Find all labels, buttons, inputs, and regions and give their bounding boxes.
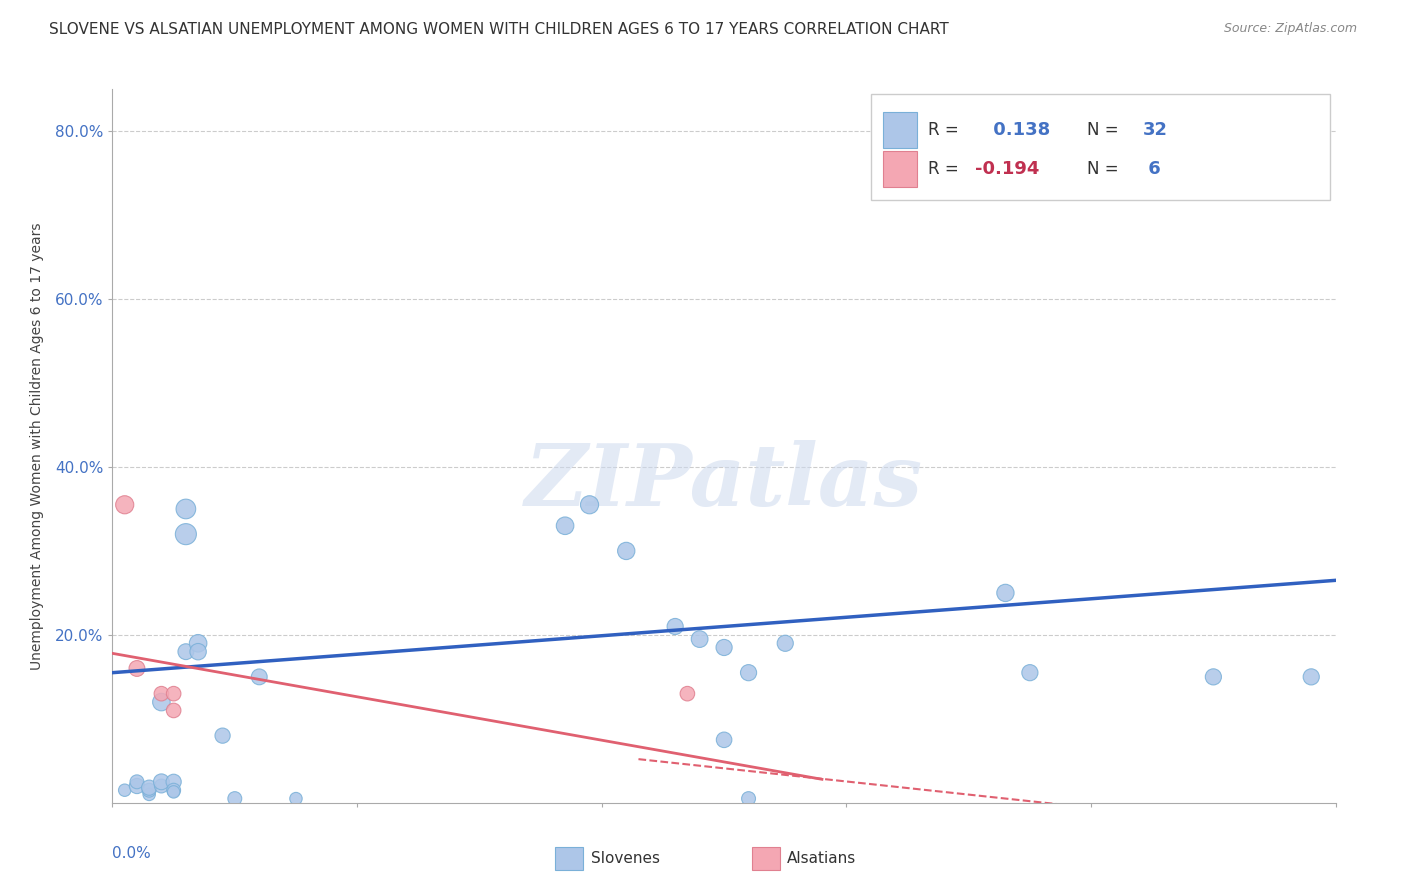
Point bbox=[1202, 670, 1225, 684]
Point bbox=[247, 670, 270, 684]
Text: 32: 32 bbox=[1143, 121, 1167, 139]
Text: 6: 6 bbox=[1143, 161, 1161, 178]
Text: Source: ZipAtlas.com: Source: ZipAtlas.com bbox=[1223, 22, 1357, 36]
Point bbox=[713, 732, 735, 747]
Point bbox=[187, 636, 209, 650]
Point bbox=[150, 774, 173, 789]
Point bbox=[163, 687, 186, 701]
Point bbox=[138, 783, 160, 797]
Point bbox=[114, 783, 136, 797]
Text: R =: R = bbox=[928, 161, 959, 178]
FancyBboxPatch shape bbox=[883, 152, 917, 187]
Point bbox=[211, 729, 233, 743]
Point bbox=[676, 687, 699, 701]
Point bbox=[163, 785, 186, 799]
Point bbox=[1018, 665, 1040, 680]
Text: R =: R = bbox=[928, 121, 959, 139]
Point bbox=[737, 665, 759, 680]
Point bbox=[138, 780, 160, 795]
Point bbox=[713, 640, 735, 655]
Text: Alsatians: Alsatians bbox=[787, 851, 856, 866]
Point bbox=[138, 788, 160, 802]
Text: ZIPatlas: ZIPatlas bbox=[524, 440, 924, 524]
Point bbox=[737, 791, 759, 805]
Point bbox=[578, 498, 600, 512]
Point bbox=[614, 544, 637, 558]
Text: N =: N = bbox=[1087, 161, 1119, 178]
Point bbox=[994, 586, 1017, 600]
Point bbox=[125, 661, 148, 675]
Point bbox=[174, 502, 197, 516]
Text: Slovenes: Slovenes bbox=[591, 851, 659, 866]
Point bbox=[284, 791, 308, 805]
Point bbox=[125, 779, 148, 793]
Text: -0.194: -0.194 bbox=[974, 161, 1039, 178]
Point bbox=[150, 687, 173, 701]
Point bbox=[934, 183, 956, 197]
Point bbox=[150, 779, 173, 793]
Text: N =: N = bbox=[1087, 121, 1119, 139]
FancyBboxPatch shape bbox=[883, 112, 917, 148]
Point bbox=[174, 645, 197, 659]
Point bbox=[125, 774, 148, 789]
Point bbox=[664, 619, 686, 633]
Point bbox=[1301, 670, 1323, 684]
Text: 0.0%: 0.0% bbox=[112, 846, 152, 861]
Text: 0.138: 0.138 bbox=[987, 121, 1050, 139]
Text: SLOVENE VS ALSATIAN UNEMPLOYMENT AMONG WOMEN WITH CHILDREN AGES 6 TO 17 YEARS CO: SLOVENE VS ALSATIAN UNEMPLOYMENT AMONG W… bbox=[49, 22, 949, 37]
Point bbox=[554, 518, 576, 533]
Point bbox=[150, 695, 173, 709]
Point bbox=[775, 636, 797, 650]
Point bbox=[689, 632, 711, 646]
FancyBboxPatch shape bbox=[870, 95, 1330, 200]
Point bbox=[187, 645, 209, 659]
Y-axis label: Unemployment Among Women with Children Ages 6 to 17 years: Unemployment Among Women with Children A… bbox=[30, 222, 44, 670]
Point bbox=[163, 783, 186, 797]
Point bbox=[114, 498, 136, 512]
Point bbox=[163, 774, 186, 789]
Point bbox=[224, 791, 246, 805]
Point bbox=[163, 703, 186, 717]
Point bbox=[174, 527, 197, 541]
